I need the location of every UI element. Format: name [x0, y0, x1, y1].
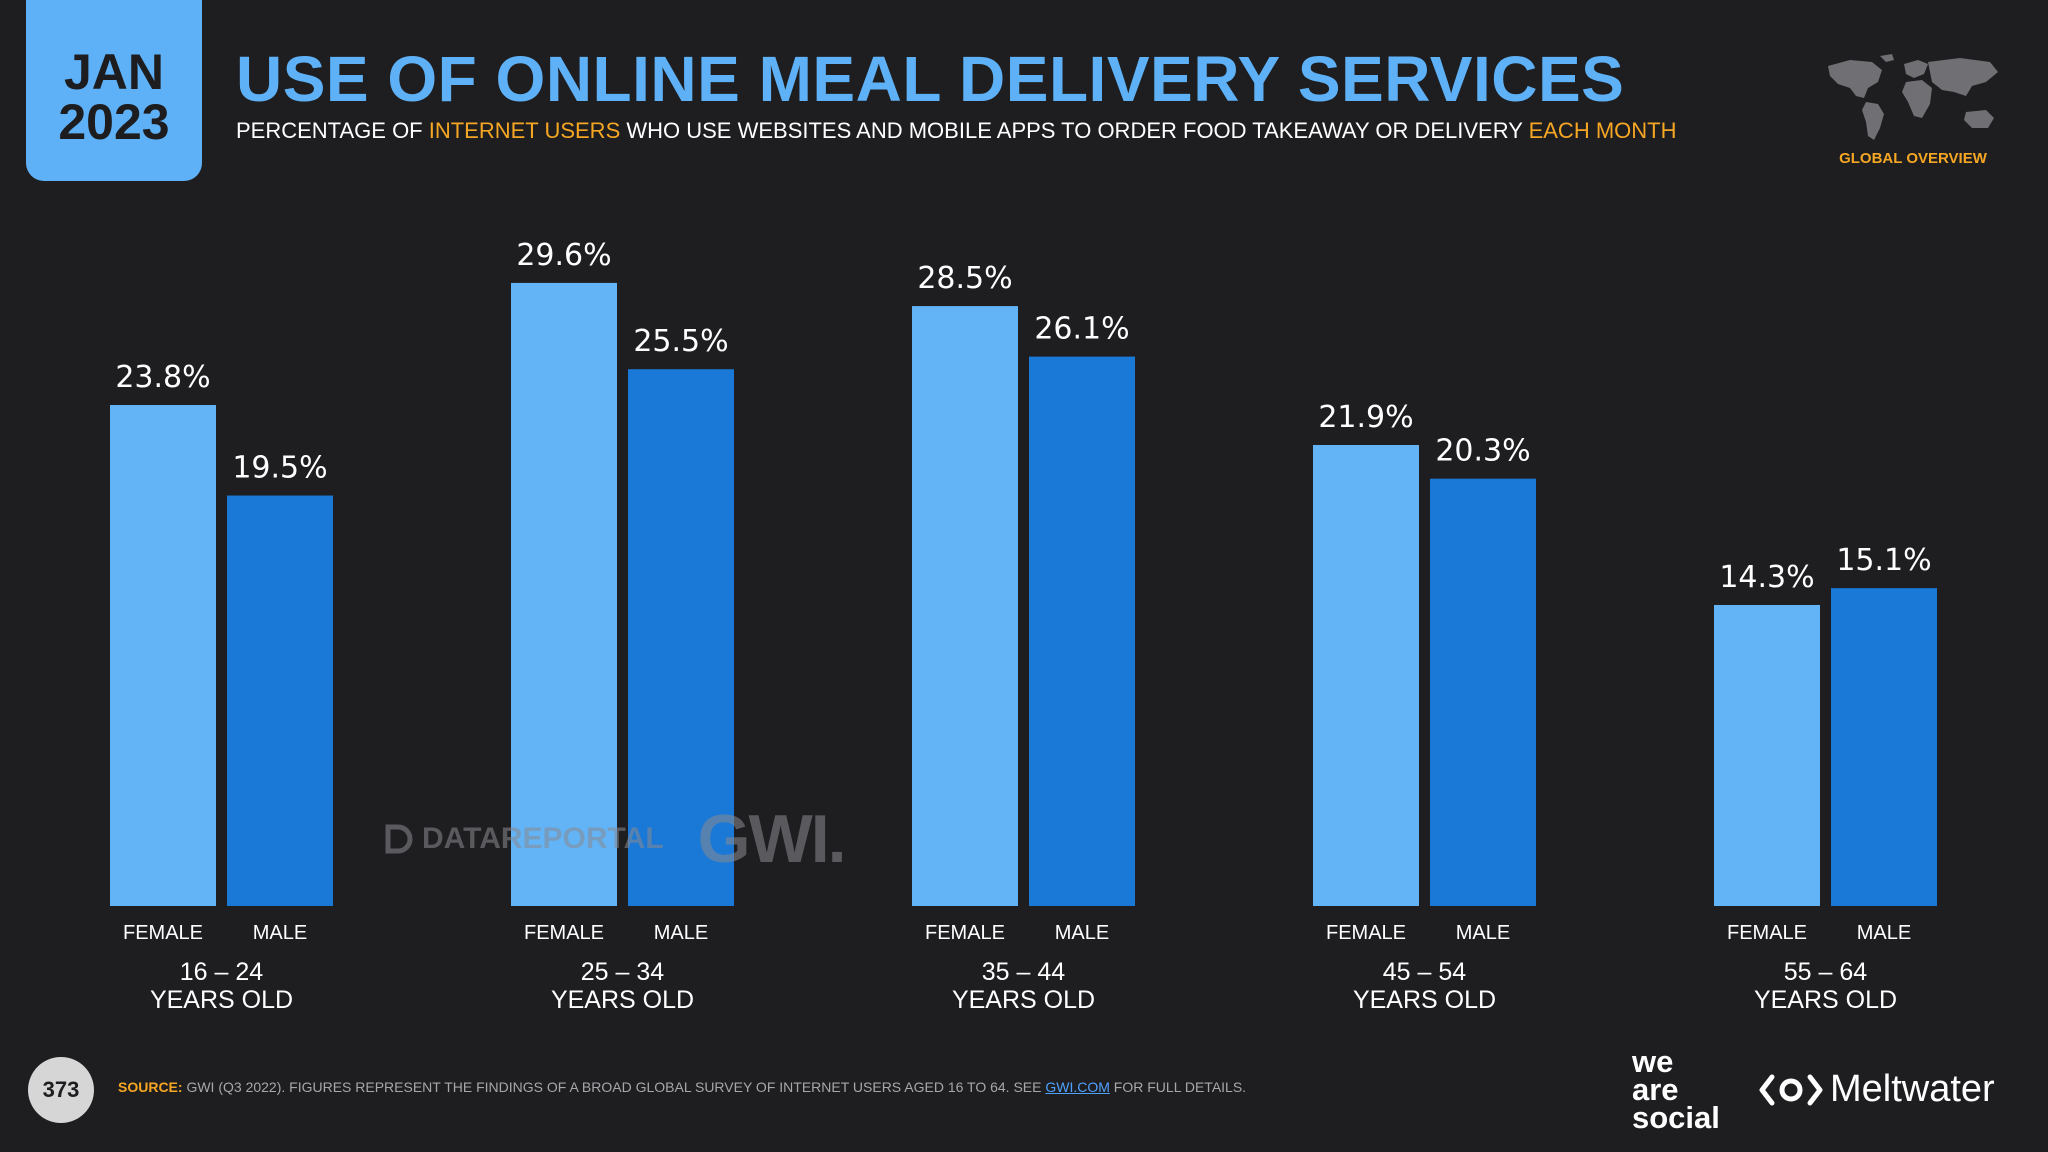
- source-text: GWI (Q3 2022). FIGURES REPRESENT THE FIN…: [182, 1079, 1046, 1095]
- category-label-4: 45 – 54: [1383, 958, 1467, 986]
- world-map-icon: [1820, 52, 2004, 144]
- data-label-female-3: 28.5%: [917, 261, 1012, 296]
- source-end: FOR FULL DETAILS.: [1109, 1079, 1247, 1095]
- date-month: JAN: [63, 43, 165, 100]
- page-title: USE OF ONLINE MEAL DELIVERY SERVICES: [236, 43, 1625, 115]
- gwi-watermark: GWI.: [697, 801, 847, 877]
- data-label-female-4: 21.9%: [1318, 400, 1413, 435]
- bar-male-2: [628, 369, 734, 907]
- data-label-female-1: 23.8%: [115, 360, 210, 395]
- series-label-male-3: MALE: [1055, 922, 1109, 944]
- series-label-female-2: FEMALE: [524, 922, 604, 944]
- brand-word-3: social: [1632, 1100, 1720, 1135]
- bar-female-5: [1714, 604, 1820, 906]
- bar-female-4: [1313, 445, 1419, 906]
- category-suffix-2: YEARS OLD: [551, 986, 694, 1014]
- source-label: SOURCE:: [118, 1079, 183, 1095]
- series-label-female-1: FEMALE: [123, 922, 203, 944]
- category-suffix-1: YEARS OLD: [150, 986, 293, 1014]
- category-label-3: 35 – 44: [982, 958, 1066, 986]
- category-suffix-5: YEARS OLD: [1754, 986, 1897, 1014]
- meltwater-logo: Meltwater: [1758, 1068, 1995, 1111]
- subtitle-highlight-2: EACH MONTH: [1528, 118, 1677, 143]
- bar-male-1: [227, 495, 333, 906]
- date-year: 2023: [58, 93, 170, 150]
- source-link[interactable]: GWI.COM: [1045, 1079, 1110, 1095]
- series-label-male-2: MALE: [654, 922, 708, 944]
- series-label-male-4: MALE: [1456, 922, 1510, 944]
- series-label-male-1: MALE: [253, 922, 307, 944]
- subtitle-highlight-1: INTERNET USERS: [428, 118, 621, 143]
- series-label-male-5: MALE: [1857, 922, 1911, 944]
- region-label: GLOBAL OVERVIEW: [1839, 150, 1987, 167]
- we-are-social-logo: we are social: [1632, 1044, 1720, 1135]
- data-label-male-3: 26.1%: [1034, 312, 1129, 347]
- datareportal-logo-icon: [385, 824, 413, 854]
- brand-word-1: we: [1632, 1044, 1674, 1079]
- series-label-female-4: FEMALE: [1326, 922, 1406, 944]
- page-number: 373: [28, 1057, 94, 1123]
- data-label-male-2: 25.5%: [633, 324, 728, 359]
- brand-word-2: are: [1632, 1072, 1679, 1107]
- data-label-female-2: 29.6%: [516, 238, 611, 273]
- category-suffix-4: YEARS OLD: [1353, 986, 1496, 1014]
- page-subtitle: PERCENTAGE OF INTERNET USERS WHO USE WEB…: [236, 118, 1676, 144]
- category-label-2: 25 – 34: [581, 958, 665, 986]
- bar-male-5: [1831, 588, 1937, 906]
- data-label-male-1: 19.5%: [232, 451, 327, 486]
- series-label-female-5: FEMALE: [1727, 922, 1807, 944]
- watermark: DATAREPORTAL GWI.: [384, 800, 847, 878]
- subtitle-part-2: WHO USE WEBSITES AND MOBILE APPS TO ORDE…: [620, 118, 1529, 143]
- bar-female-2: [511, 282, 617, 906]
- bar-male-3: [1029, 356, 1135, 907]
- meltwater-mark-icon: [1759, 1074, 1823, 1105]
- category-label-1: 16 – 24: [180, 958, 264, 986]
- datareportal-watermark: DATAREPORTAL: [384, 822, 664, 856]
- data-label-male-4: 20.3%: [1435, 434, 1530, 469]
- category-label-5: 55 – 64: [1784, 958, 1868, 986]
- date-badge: JAN 2023: [26, 0, 202, 181]
- data-label-male-5: 15.1%: [1836, 543, 1931, 578]
- data-label-female-5: 14.3%: [1719, 560, 1814, 595]
- bar-female-3: [912, 306, 1018, 906]
- datareportal-text: DATAREPORTAL: [422, 822, 664, 855]
- meltwater-text: Meltwater: [1830, 1068, 1995, 1110]
- category-suffix-3: YEARS OLD: [952, 986, 1095, 1014]
- bar-female-1: [110, 405, 216, 906]
- series-label-female-3: FEMALE: [925, 922, 1005, 944]
- bar-male-4: [1430, 478, 1536, 906]
- source-note: SOURCE: GWI (Q3 2022). FIGURES REPRESENT…: [118, 1079, 1246, 1095]
- subtitle-part-1: PERCENTAGE OF: [236, 118, 429, 143]
